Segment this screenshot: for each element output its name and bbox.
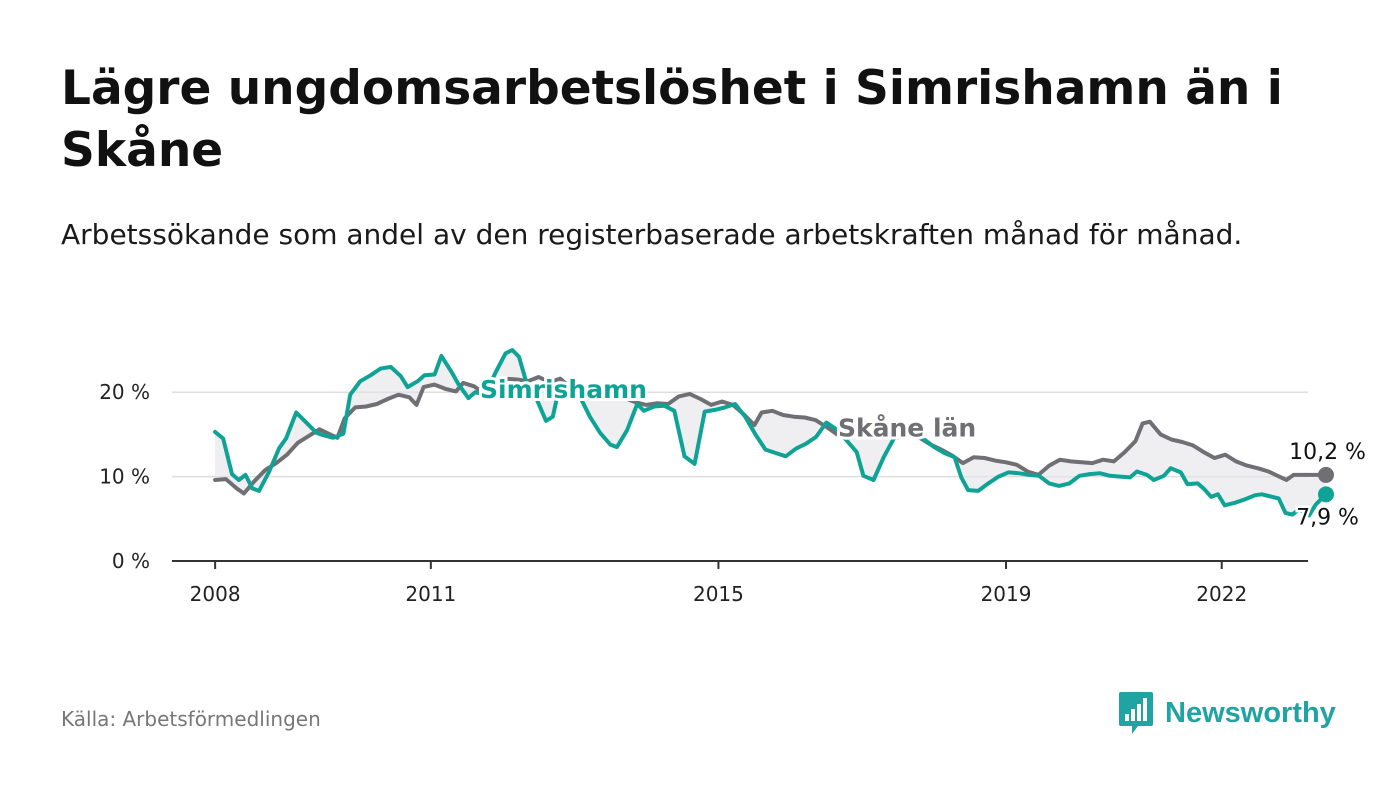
x-tick-label: 2015 <box>693 582 744 606</box>
newsworthy-logo[interactable]: Newsworthy <box>1118 690 1336 736</box>
y-tick-label: 0 % <box>112 549 150 573</box>
brand-name: Newsworthy <box>1165 696 1336 729</box>
chart-labels: 10,2 % 7,9 % Simrishamn Skåne län <box>477 372 1366 533</box>
source-note: Källa: Arbetsförmedlingen <box>61 707 321 731</box>
skane-lan-end-label: 10,2 % <box>1289 440 1366 465</box>
skane-lan-line <box>213 375 1328 496</box>
simrishamn-end-label: 7,9 % <box>1296 505 1359 530</box>
simrishamn-line <box>213 348 1328 518</box>
bar-chart-bubble-icon <box>1119 692 1153 734</box>
skane-lan-end-dot <box>1317 466 1334 483</box>
skane-lan-series-label: Skåne län <box>838 413 976 442</box>
chart-subtitle: Arbetssökande som andel av den registerb… <box>61 218 1243 251</box>
chart-title: Lägre ungdomsarbetslöshet i Simrishamn ä… <box>61 61 1283 178</box>
simrishamn-end-dot <box>1317 486 1334 503</box>
y-tick-label: 10 % <box>99 465 150 489</box>
difference-band <box>215 351 1327 515</box>
line-chart: 0 % 10 % 20 % 2008 2011 2015 2019 2022 10,2 % 7,… <box>99 348 1366 606</box>
series-lines <box>213 348 1334 518</box>
x-tick-label: 2022 <box>1196 582 1247 606</box>
x-tick-label: 2019 <box>981 582 1032 606</box>
difference-area <box>215 351 1327 515</box>
x-tick-label: 2008 <box>190 582 241 606</box>
axes: 0 % 10 % 20 % 2008 2011 2015 2019 2022 <box>99 380 1308 606</box>
x-tick-label: 2011 <box>405 582 456 606</box>
simrishamn-series-label: Simrishamn <box>480 375 647 404</box>
y-tick-label: 20 % <box>99 380 150 404</box>
